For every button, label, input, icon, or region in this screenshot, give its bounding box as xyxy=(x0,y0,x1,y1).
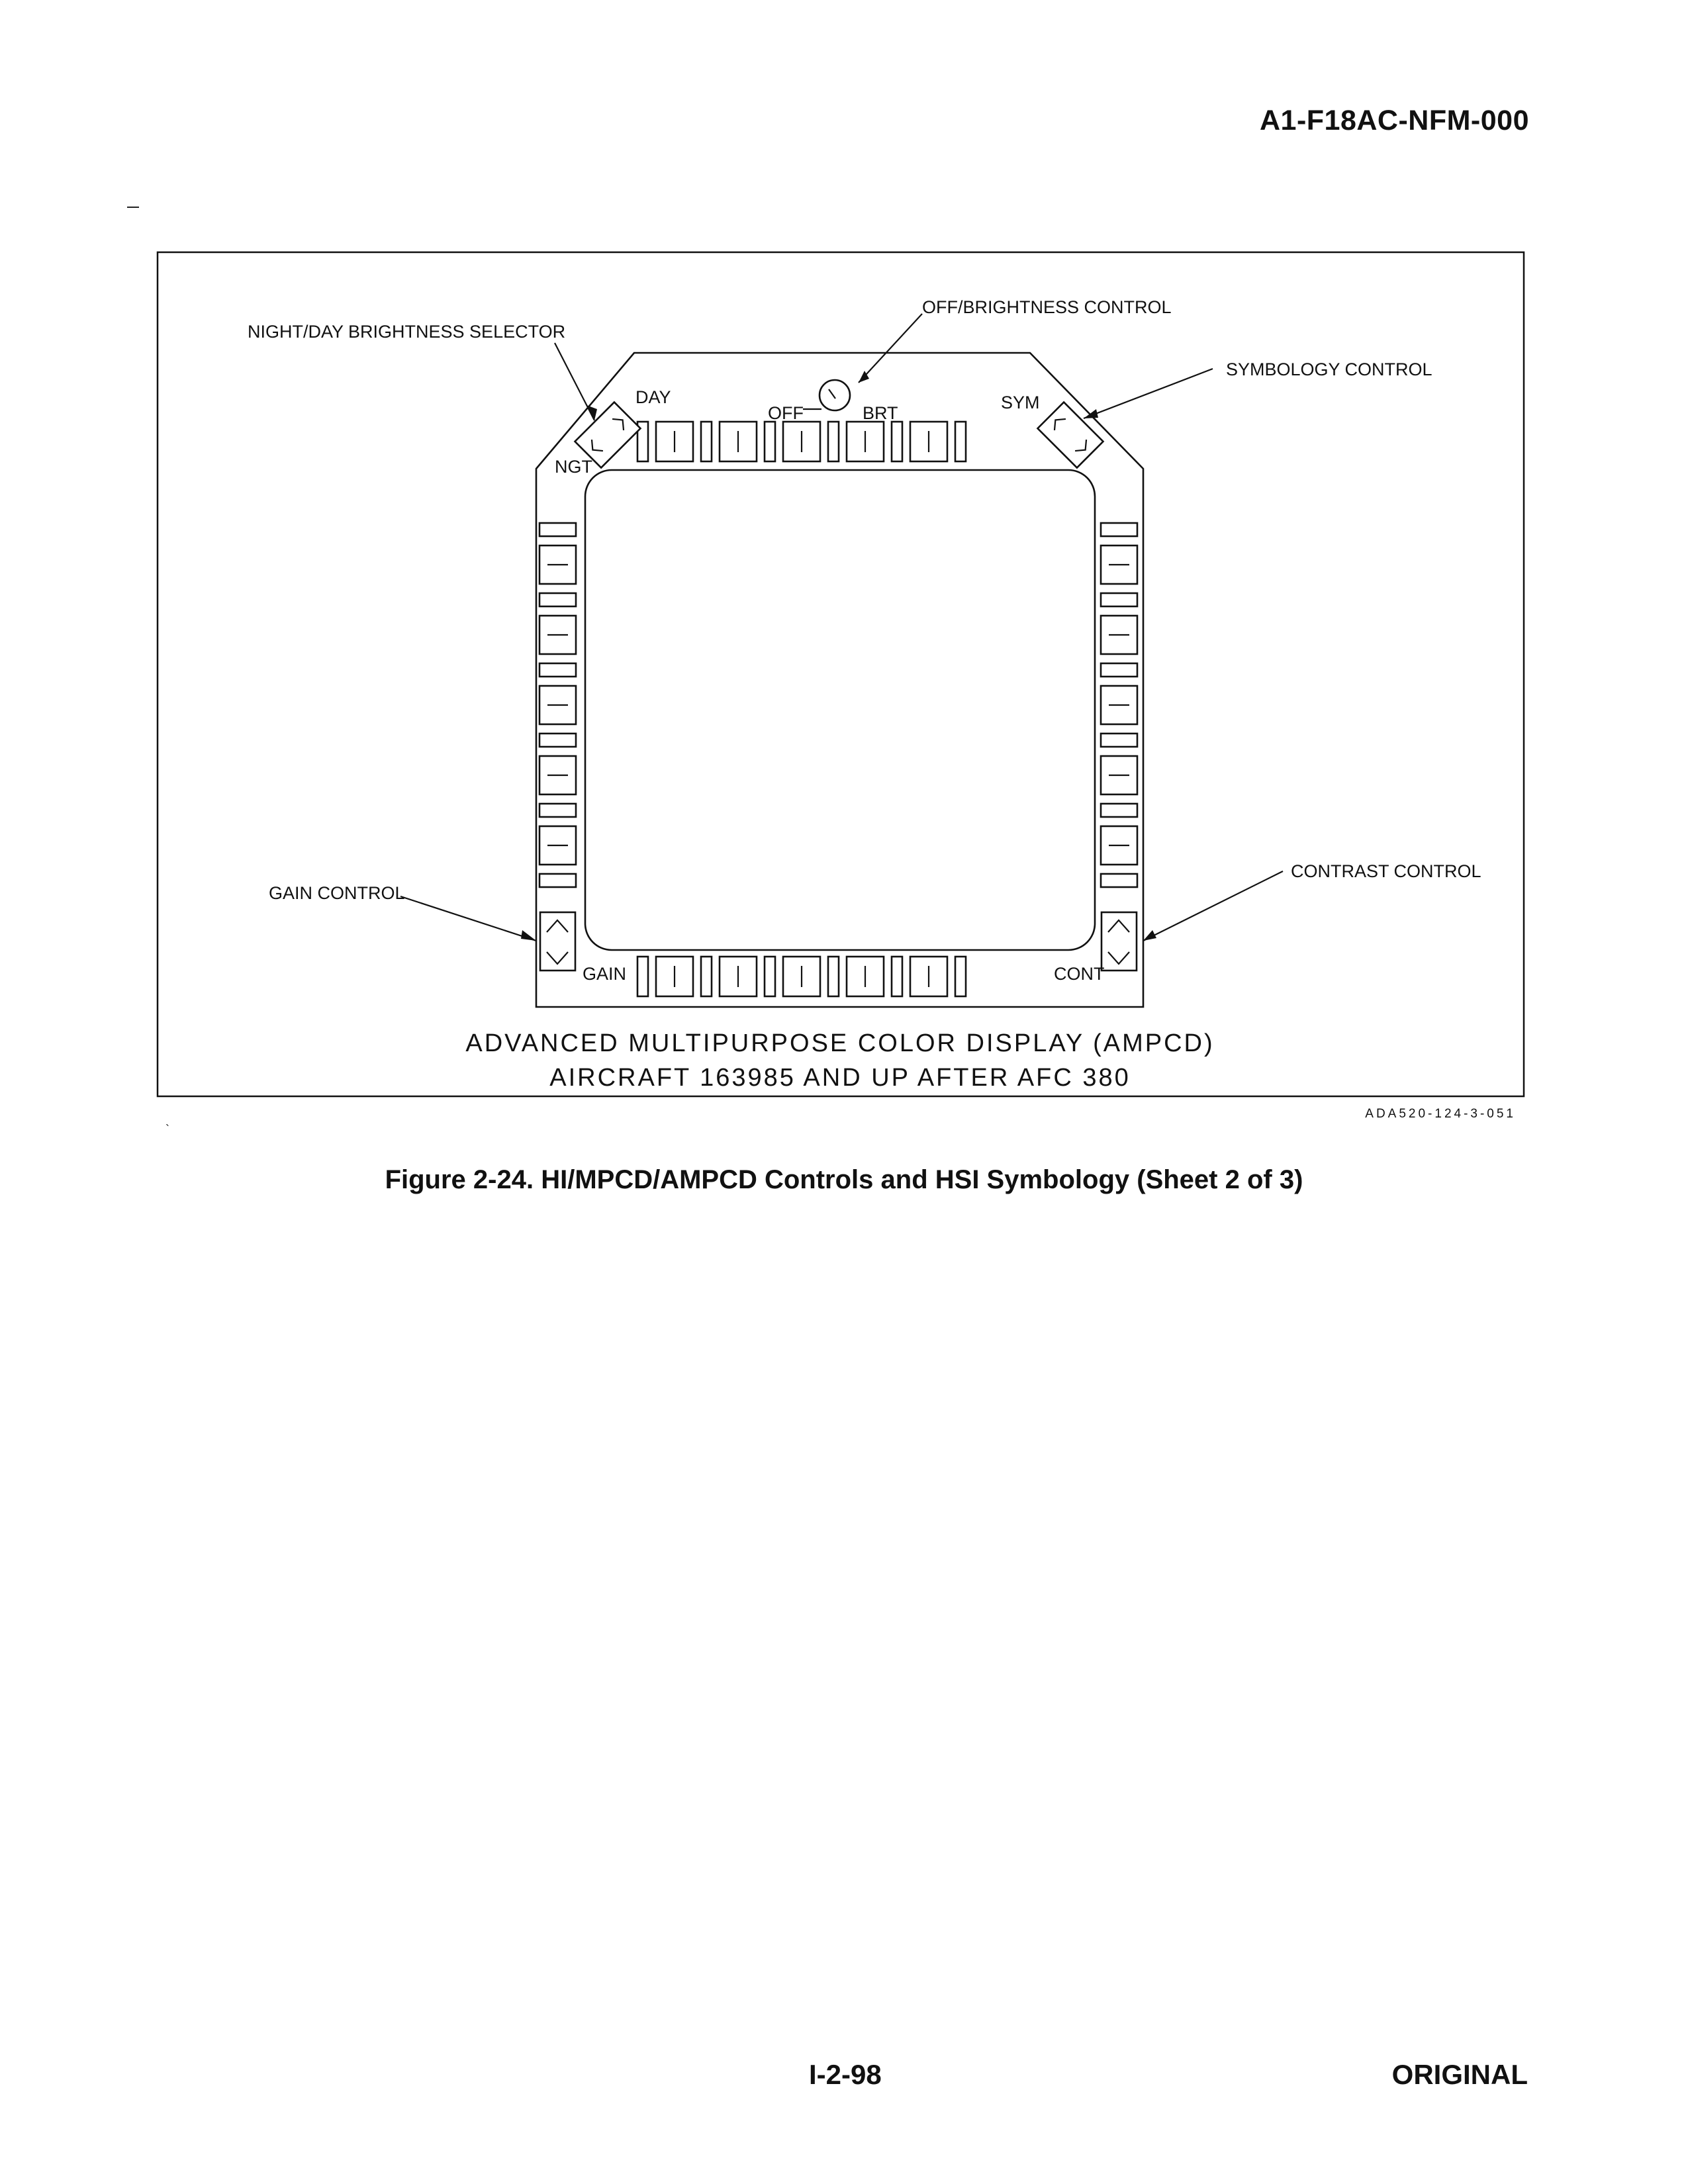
callout-off-brightness: OFF/BRIGHTNESS CONTROL xyxy=(922,297,1172,317)
figure-frame xyxy=(156,251,1525,1098)
label-brt: BRT xyxy=(863,403,898,423)
document-id: A1-F18AC-NFM-000 xyxy=(1259,105,1529,136)
top-pushbutton[interactable] xyxy=(782,420,821,463)
left-separator xyxy=(538,802,577,818)
bottom-pushbutton[interactable] xyxy=(655,955,694,998)
figure-title-line-1: ADVANCED MULTIPURPOSE COLOR DISPLAY (AMP… xyxy=(465,1029,1214,1057)
bottom-pushbutton[interactable] xyxy=(909,955,949,998)
label-off: OFF xyxy=(768,403,804,423)
right-pushbutton[interactable] xyxy=(1100,825,1139,866)
top-separator xyxy=(827,420,840,463)
right-pushbutton[interactable] xyxy=(1100,755,1139,796)
bottom-separator xyxy=(763,955,776,998)
chevron-down-icon xyxy=(1107,951,1130,965)
right-separator xyxy=(1100,873,1139,888)
right-pushbutton[interactable] xyxy=(1100,544,1139,585)
bottom-separator xyxy=(636,955,649,998)
callout-leader-lines xyxy=(400,313,1284,942)
label-cont: CONT xyxy=(1054,964,1105,984)
symbology-rocker-switch[interactable] xyxy=(1036,401,1105,469)
right-separator xyxy=(1100,522,1139,538)
bottom-pushbutton[interactable] xyxy=(845,955,885,998)
gain-rocker-switch[interactable] xyxy=(539,911,577,972)
chevron-up-icon xyxy=(546,919,569,933)
contrast-rocker-switch[interactable] xyxy=(1100,911,1138,972)
night-day-rocker-switch[interactable] xyxy=(573,401,642,469)
display-screen xyxy=(584,469,1096,951)
bottom-separator xyxy=(890,955,904,998)
off-brightness-knob[interactable] xyxy=(803,379,851,412)
chevron-left-icon xyxy=(1053,418,1066,431)
left-pushbutton[interactable] xyxy=(538,685,577,726)
chevron-up-icon xyxy=(1107,919,1130,933)
top-separator xyxy=(636,420,649,463)
label-gain: GAIN xyxy=(583,964,626,984)
bottom-separator xyxy=(954,955,967,998)
top-pushbutton[interactable] xyxy=(909,420,949,463)
chevron-right-icon xyxy=(612,418,625,431)
top-pushbutton-row xyxy=(636,420,967,463)
left-pushbutton[interactable] xyxy=(538,755,577,796)
chevron-right-icon xyxy=(1074,439,1088,452)
left-separator xyxy=(538,522,577,538)
bottom-pushbutton-row xyxy=(636,955,967,998)
top-separator xyxy=(890,420,904,463)
bottom-pushbutton[interactable] xyxy=(718,955,758,998)
left-pushbutton-column xyxy=(538,522,577,888)
right-separator xyxy=(1100,662,1139,678)
top-separator xyxy=(700,420,713,463)
top-separator xyxy=(763,420,776,463)
top-separator xyxy=(954,420,967,463)
label-day: DAY xyxy=(635,387,671,407)
callout-night-day-selector: NIGHT/DAY BRIGHTNESS SELECTOR xyxy=(248,322,565,342)
page-number: I-2-98 xyxy=(809,2059,882,2090)
left-pushbutton[interactable] xyxy=(538,825,577,866)
margin-tick-mark: ` xyxy=(165,1123,169,1136)
label-sym: SYM xyxy=(1001,393,1040,412)
callout-symbology: SYMBOLOGY CONTROL xyxy=(1226,359,1432,379)
margin-dash-mark xyxy=(127,207,139,208)
top-pushbutton[interactable] xyxy=(718,420,758,463)
figure-caption: Figure 2-24. HI/MPCD/AMPCD Controls and … xyxy=(385,1165,1303,1194)
right-separator xyxy=(1100,802,1139,818)
bottom-separator xyxy=(827,955,840,998)
page-status: ORIGINAL xyxy=(1391,2059,1528,2090)
label-ngt: NGT xyxy=(555,457,592,477)
chevron-left-icon xyxy=(590,439,604,452)
chevron-down-icon xyxy=(546,951,569,965)
left-separator xyxy=(538,662,577,678)
left-separator xyxy=(538,732,577,748)
right-pushbutton[interactable] xyxy=(1100,614,1139,655)
right-pushbutton[interactable] xyxy=(1100,685,1139,726)
figure-reference: ADA520-124-3-051 xyxy=(1365,1107,1516,1121)
figure-title-line-2: AIRCRAFT 163985 AND UP AFTER AFC 380 xyxy=(549,1064,1130,1092)
right-pushbutton-column xyxy=(1100,522,1139,888)
left-separator xyxy=(538,592,577,608)
top-pushbutton[interactable] xyxy=(845,420,885,463)
callout-contrast: CONTRAST CONTROL xyxy=(1291,861,1481,881)
bottom-pushbutton[interactable] xyxy=(782,955,821,998)
top-pushbutton[interactable] xyxy=(655,420,694,463)
left-pushbutton[interactable] xyxy=(538,544,577,585)
left-pushbutton[interactable] xyxy=(538,614,577,655)
bottom-separator xyxy=(700,955,713,998)
right-separator xyxy=(1100,732,1139,748)
left-separator xyxy=(538,873,577,888)
callout-gain: GAIN CONTROL xyxy=(269,883,405,903)
right-separator xyxy=(1100,592,1139,608)
